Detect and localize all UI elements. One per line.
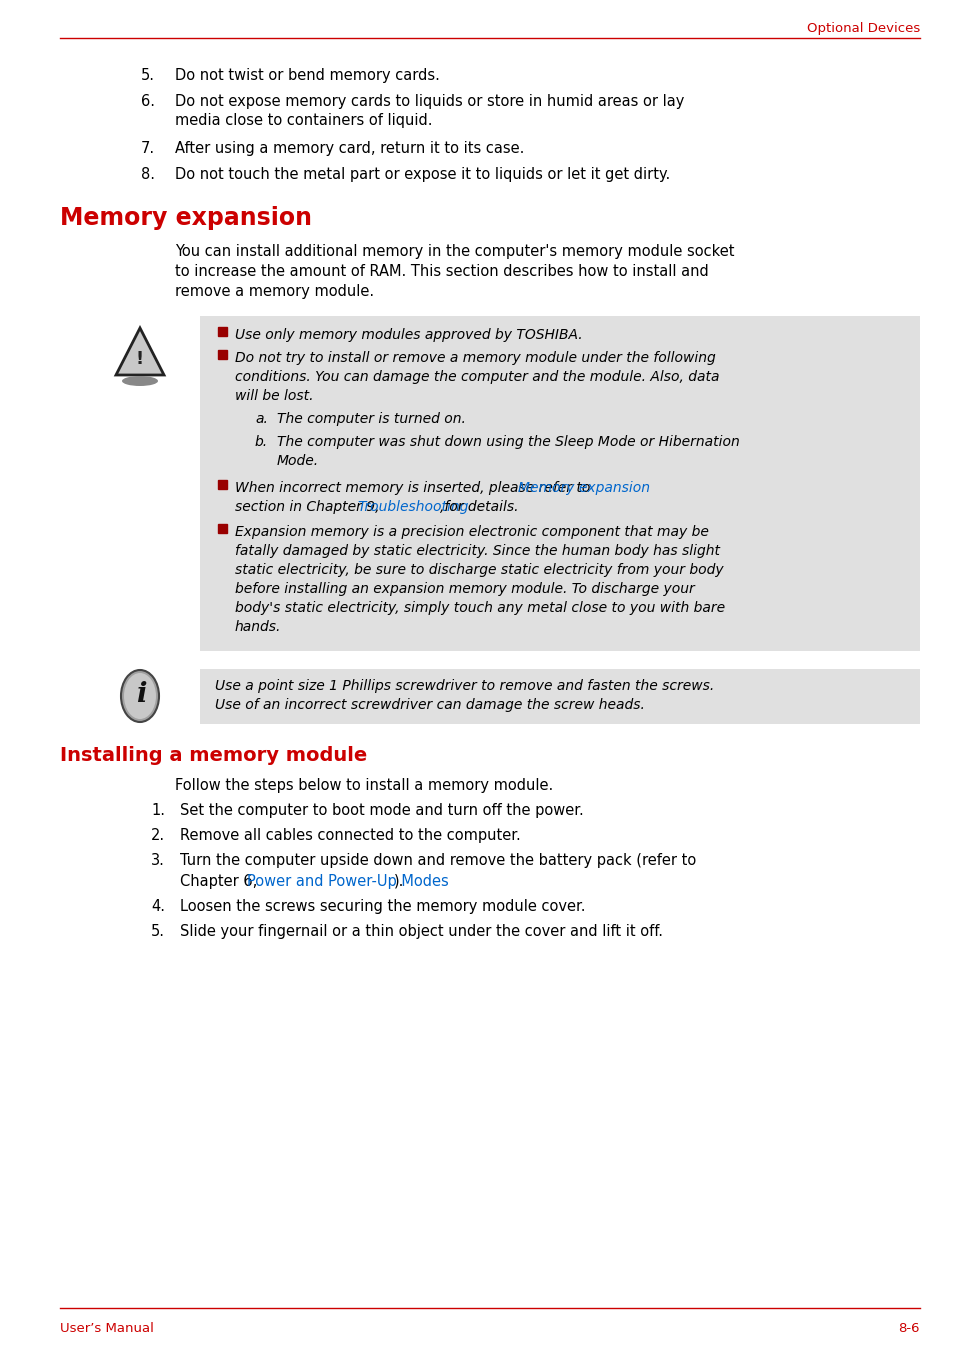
Text: Troubleshooting: Troubleshooting — [356, 500, 468, 513]
Text: ).: ). — [393, 874, 403, 889]
Text: 6.: 6. — [141, 95, 154, 109]
Text: Slide your fingernail or a thin object under the cover and lift it off.: Slide your fingernail or a thin object u… — [180, 924, 662, 939]
Bar — [200, 316, 919, 646]
Text: Remove all cables connected to the computer.: Remove all cables connected to the compu… — [180, 828, 520, 843]
Text: Set the computer to boot mode and turn off the power.: Set the computer to boot mode and turn o… — [180, 802, 583, 817]
Text: 8.: 8. — [141, 168, 154, 182]
Text: b.: b. — [254, 435, 268, 449]
Text: 2.: 2. — [151, 828, 165, 843]
Text: 1.: 1. — [151, 802, 165, 817]
Text: 5.: 5. — [141, 68, 154, 82]
Text: before installing an expansion memory module. To discharge your: before installing an expansion memory mo… — [234, 582, 694, 596]
Text: Mode.: Mode. — [276, 454, 319, 467]
Bar — [218, 327, 227, 336]
Text: body's static electricity, simply touch any metal close to you with bare: body's static electricity, simply touch … — [234, 601, 724, 615]
Text: a.: a. — [254, 412, 268, 426]
Text: 5.: 5. — [151, 924, 165, 939]
Text: You can install additional memory in the computer's memory module socket: You can install additional memory in the… — [174, 245, 734, 259]
Text: Do not twist or bend memory cards.: Do not twist or bend memory cards. — [174, 68, 439, 82]
Bar — [218, 524, 227, 534]
Ellipse shape — [121, 670, 159, 721]
Text: Do not try to install or remove a memory module under the following: Do not try to install or remove a memory… — [234, 351, 715, 365]
Text: section in Chapter 9,: section in Chapter 9, — [234, 500, 382, 513]
Text: i: i — [135, 681, 146, 708]
Text: After using a memory card, return it to its case.: After using a memory card, return it to … — [174, 141, 524, 155]
Text: Memory expansion: Memory expansion — [517, 481, 649, 494]
Text: remove a memory module.: remove a memory module. — [174, 284, 374, 299]
Text: Use of an incorrect screwdriver can damage the screw heads.: Use of an incorrect screwdriver can dama… — [214, 698, 644, 712]
Text: Loosen the screws securing the memory module cover.: Loosen the screws securing the memory mo… — [180, 898, 585, 915]
Text: to increase the amount of RAM. This section describes how to install and: to increase the amount of RAM. This sect… — [174, 263, 708, 280]
Text: Turn the computer upside down and remove the battery pack (refer to: Turn the computer upside down and remove… — [180, 852, 696, 867]
Text: Power and Power-Up Modes: Power and Power-Up Modes — [247, 874, 448, 889]
Ellipse shape — [124, 673, 156, 719]
Bar — [218, 480, 227, 489]
Polygon shape — [116, 328, 164, 376]
Text: When incorrect memory is inserted, please refer to: When incorrect memory is inserted, pleas… — [234, 481, 594, 494]
Text: !: ! — [135, 350, 144, 367]
Text: ,for details.: ,for details. — [440, 500, 518, 513]
Text: User’s Manual: User’s Manual — [60, 1323, 153, 1335]
Text: Expansion memory is a precision electronic component that may be: Expansion memory is a precision electron… — [234, 526, 708, 539]
Text: Optional Devices: Optional Devices — [806, 22, 919, 35]
Text: 7.: 7. — [141, 141, 154, 155]
Ellipse shape — [122, 376, 158, 386]
Text: Use a point size 1 Phillips screwdriver to remove and fasten the screws.: Use a point size 1 Phillips screwdriver … — [214, 680, 714, 693]
Text: 3.: 3. — [151, 852, 165, 867]
Bar — [200, 316, 919, 651]
Text: The computer is turned on.: The computer is turned on. — [276, 412, 465, 426]
Text: media close to containers of liquid.: media close to containers of liquid. — [174, 113, 432, 128]
Text: Use only memory modules approved by TOSHIBA.: Use only memory modules approved by TOSH… — [234, 328, 582, 342]
Text: conditions. You can damage the computer and the module. Also, data: conditions. You can damage the computer … — [234, 370, 719, 384]
Text: will be lost.: will be lost. — [234, 389, 314, 403]
Bar — [200, 669, 919, 724]
Text: Chapter 6,: Chapter 6, — [180, 874, 262, 889]
Text: fatally damaged by static electricity. Since the human body has slight: fatally damaged by static electricity. S… — [234, 544, 720, 558]
Text: Follow the steps below to install a memory module.: Follow the steps below to install a memo… — [174, 778, 553, 793]
Bar — [218, 350, 227, 359]
Text: Do not expose memory cards to liquids or store in humid areas or lay: Do not expose memory cards to liquids or… — [174, 95, 683, 109]
Text: Do not touch the metal part or expose it to liquids or let it get dirty.: Do not touch the metal part or expose it… — [174, 168, 670, 182]
Text: hands.: hands. — [234, 620, 281, 634]
Text: Memory expansion: Memory expansion — [60, 205, 312, 230]
Text: The computer was shut down using the Sleep Mode or Hibernation: The computer was shut down using the Sle… — [276, 435, 739, 449]
Text: 8-6: 8-6 — [898, 1323, 919, 1335]
Text: static electricity, be sure to discharge static electricity from your body: static electricity, be sure to discharge… — [234, 563, 723, 577]
Text: 4.: 4. — [151, 898, 165, 915]
Text: Installing a memory module: Installing a memory module — [60, 746, 367, 765]
